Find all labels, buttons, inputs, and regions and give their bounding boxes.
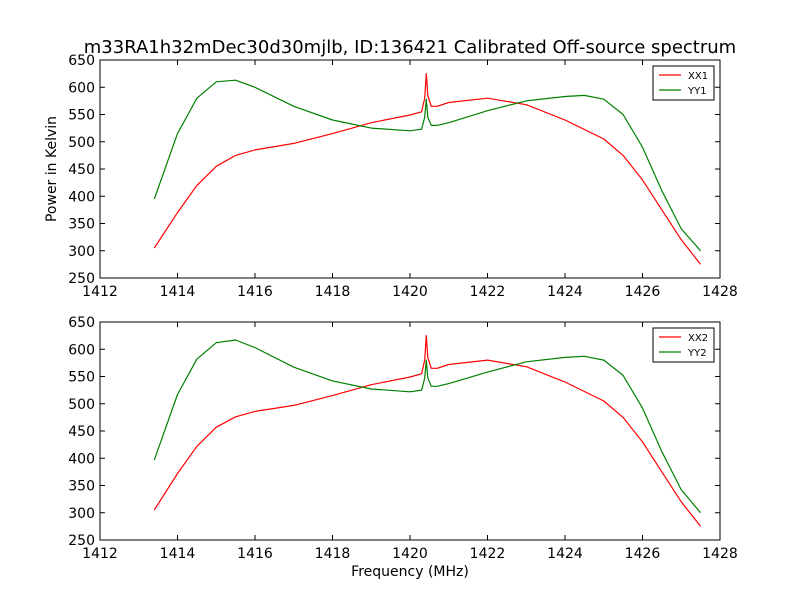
x-tick-label: 1426 — [625, 546, 661, 562]
legend-label-yy2: YY2 — [687, 348, 707, 359]
x-tick-label: 1424 — [547, 284, 583, 300]
y-tick-label: 500 — [68, 135, 95, 151]
y-tick-label: 300 — [68, 506, 95, 522]
x-tick-label: 1418 — [315, 284, 351, 300]
y-tick-label: 550 — [68, 370, 95, 386]
legend-box — [652, 327, 715, 363]
series-line-xx1 — [153, 72, 702, 265]
y-tick-label: 450 — [68, 162, 95, 178]
x-axis-title: Frequency (MHz) — [351, 564, 469, 580]
top-panel: 1412 1414 1416 1418 1420 1422 1424 1426 1428 250 3… — [44, 53, 738, 300]
x-tick-label: 1412 — [82, 284, 118, 300]
y-tick-label: 400 — [68, 451, 95, 467]
legend-label-yy1: YY1 — [687, 86, 707, 97]
y-tick-label: 500 — [68, 397, 95, 413]
plot-frame — [99, 321, 721, 541]
legend-label-xx1: XX1 — [688, 71, 708, 82]
x-tick-label: 1412 — [82, 546, 118, 562]
x-tick-label: 1424 — [547, 546, 583, 562]
y-tick-label: 350 — [68, 217, 95, 233]
series-line-yy2 — [153, 339, 702, 514]
y-tick-label: 250 — [68, 271, 95, 287]
y-tick-label: 600 — [68, 342, 95, 358]
x-tick-label: 1414 — [160, 284, 196, 300]
x-tick-label: 1428 — [702, 546, 738, 562]
legend-label-xx2: XX2 — [688, 333, 708, 344]
x-tick-label: 1414 — [160, 546, 196, 562]
x-tick-label: 1420 — [392, 284, 428, 300]
plot-frame — [99, 59, 721, 279]
y-tick-label: 250 — [68, 533, 95, 549]
x-tick-label: 1418 — [315, 546, 351, 562]
y-tick-label: 350 — [68, 479, 95, 495]
y-tick-label: 400 — [68, 189, 95, 205]
x-tick-label: 1422 — [470, 284, 506, 300]
y-tick-label: 650 — [68, 53, 95, 69]
series-line-xx2 — [153, 335, 702, 527]
x-tick-label: 1416 — [237, 546, 273, 562]
y-tick-label: 650 — [68, 315, 95, 331]
x-tick-label: 1422 — [470, 546, 506, 562]
x-tick-label: 1420 — [392, 546, 428, 562]
x-tick-label: 1428 — [702, 284, 738, 300]
y-axis-title: Power in Kelvin — [44, 116, 60, 222]
y-tick-label: 300 — [68, 244, 95, 260]
bottom-panel: 1412 1414 1416 1418 1420 1422 1424 1426 1428 250 3… — [68, 315, 738, 580]
figure-title: m33RA1h32mDec30d30mjlb, ID:136421 Calibr… — [84, 37, 736, 58]
x-tick-label: 1426 — [625, 284, 661, 300]
y-tick-label: 450 — [68, 424, 95, 440]
legend-box — [652, 65, 715, 101]
x-tick-label: 1416 — [237, 284, 273, 300]
series-line-yy1 — [153, 79, 702, 252]
y-tick-label: 600 — [68, 80, 95, 96]
y-tick-label: 550 — [68, 108, 95, 124]
